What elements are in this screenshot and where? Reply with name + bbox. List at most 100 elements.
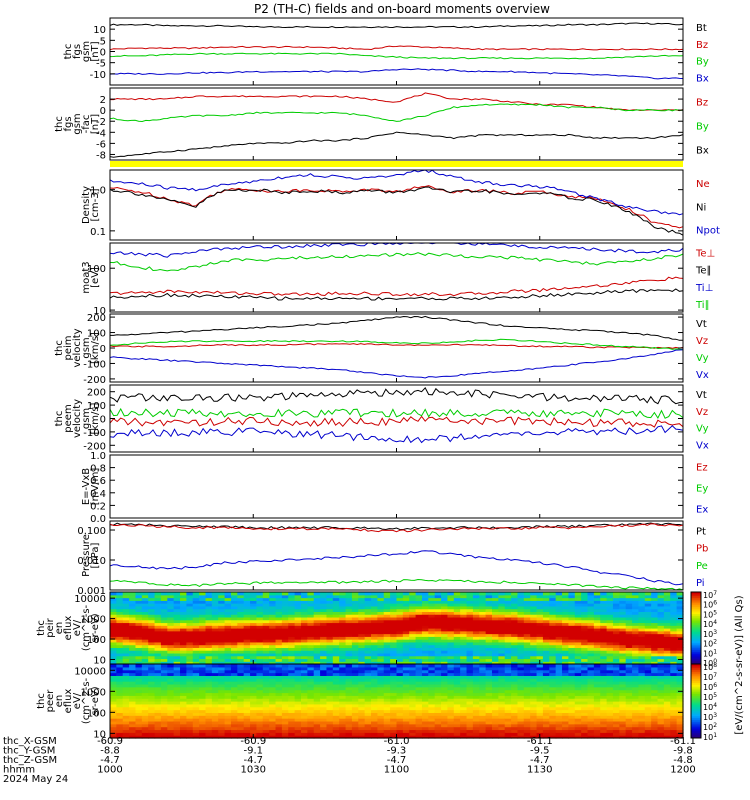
spectrogram-cell [371,647,378,651]
spectrogram-cell [141,639,149,643]
spectrogram-cell [173,647,181,651]
ylabel-fgs-fac-1: fgs [63,116,74,131]
spectrogram-cell [549,703,557,708]
spectrogram-cell [135,616,143,621]
spectrogram-cell [549,594,557,599]
spectrogram-cell [485,630,493,635]
spectrogram-cell [409,647,417,651]
spectrogram-cell [587,735,595,739]
spectrogram-cell [517,630,525,635]
spectrogram-cell [600,658,608,662]
spectrogram-cell [269,720,277,725]
spectrogram-cell [625,720,633,725]
spectrogram-cell [460,641,468,646]
spectrogram-cell [116,658,124,662]
spectrogram-cell [313,661,321,665]
spectrogram-cell [632,683,640,688]
spectrogram-cell [313,650,321,654]
spectrogram-cell [396,639,404,643]
spectrogram-cell [332,658,340,662]
spectrogram-cell [256,672,264,676]
spectrogram-cell [281,636,289,640]
spectrogram-cell [332,669,340,674]
spectrogram-cell [581,709,589,713]
spectrogram-cell [351,636,359,640]
spectrogram-cell [632,689,640,694]
spectrogram-cell [320,641,328,646]
spectrogram-cell [250,619,258,624]
spectrogram-cell [160,723,168,728]
spectrogram-cell [339,597,347,601]
spectrogram-cell [364,735,372,739]
spectrogram-cell [269,641,277,646]
spectrogram-cell [619,715,627,719]
spectrogram-cell [542,678,550,682]
spectrogram-cell [364,611,372,615]
spectrogram-cell [141,729,149,733]
spectrogram-cell [224,735,232,739]
spectrogram-cell [606,594,614,599]
spectrogram-cell [402,647,410,651]
spectrogram-cell [383,655,391,660]
spectrogram-cell [224,669,232,674]
spectrogram-cell [154,703,162,708]
ylabel-peer-spectrogram-0: thc [36,693,47,709]
series-fgs-By [109,52,684,60]
spectrogram-cell [542,729,550,733]
spectrogram-cell [593,655,601,660]
spectrogram-cell [371,729,378,733]
spectrogram-cell [657,639,665,643]
spectrogram-cell [568,630,576,635]
spectrogram-cell [275,597,283,601]
spectrogram-cell [549,692,557,696]
spectrogram-cell [632,658,640,662]
spectrogram-cell [511,647,519,651]
spectrogram-cell [498,709,506,713]
spectrogram-cell [396,681,404,685]
spectrogram-cell [523,726,531,731]
spectrogram-cell [517,636,525,640]
spectrogram-cell [351,611,359,615]
spectrogram-cell [301,718,308,722]
spectrogram-cell [676,664,684,668]
spectrogram-cell [148,729,156,733]
spectrogram-cell [492,655,499,660]
spectrogram-cell [224,644,232,648]
spectrogram-cell [472,603,480,607]
spectrogram-cell [326,692,334,696]
spectrogram-cell [339,633,347,637]
spectrogram-cell [568,603,576,607]
spectrogram-cell [358,723,366,728]
spectrogram-cell [657,661,665,665]
spectrogram-cell [504,619,512,624]
spectrogram-cell [517,658,525,662]
spectrogram-cell [110,712,117,716]
spectrogram-cell [523,723,531,728]
spectrogram-cell [587,692,595,696]
spectrogram-cell [479,594,487,599]
spectrogram-cell [186,600,194,604]
spectrogram-cell [651,594,659,599]
spectrogram-cell [434,622,442,626]
spectrogram-cell [530,639,538,643]
spectrogram-cell [288,658,296,662]
spectrogram-cell [530,661,538,665]
spectrogram-cell [676,695,684,699]
spectrogram-cell [154,619,162,624]
ytick-label-fgs: -5 [96,59,106,70]
spectrogram-cell [409,683,417,688]
spectrogram-cell [479,592,487,596]
spectrogram-cell [129,712,137,716]
spectrogram-cell [364,720,372,725]
spectrogram-cell [670,655,678,660]
spectrogram-cell [498,655,506,660]
spectrogram-cell [269,718,277,722]
spectrogram-cell [160,658,168,662]
spectrogram-cell [332,715,340,719]
spectrogram-cell [250,709,258,713]
spectrogram-cell [211,672,219,676]
spectrogram-cell [243,614,251,618]
spectrogram-cell [116,726,124,731]
spectrogram-cell [224,701,232,705]
spectrogram-cell [555,605,563,610]
